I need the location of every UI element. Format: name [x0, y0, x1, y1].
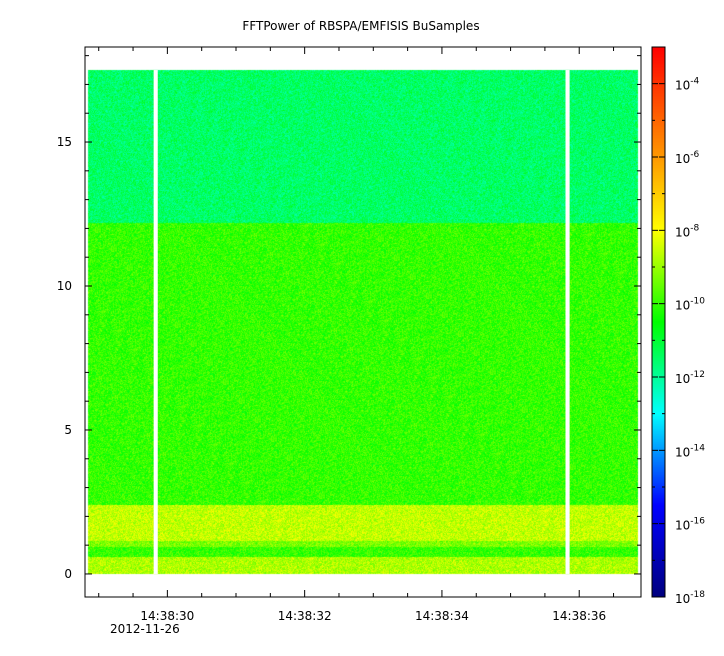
colorbar-tick-label: 10-6 [675, 150, 700, 166]
colorbar-frame [651, 46, 666, 598]
chart-title: FFTPower of RBSPA/EMFISIS BuSamples [242, 19, 479, 33]
colorbar: 10-4 10-6 10-8 10-10 10-12 10-14 10-16 10-18 [651, 46, 705, 606]
colorbar-tick-label: 10-16 [675, 517, 705, 533]
colorbar-ticks: 10-4 10-6 10-8 10-10 10-12 10-14 10-16 10-18 [652, 46, 705, 606]
x-axis: 14:38:30 14:38:32 14:38:34 14:38:36 [98, 47, 615, 623]
colorbar-tick-label: 10-10 [675, 297, 705, 313]
colorbar-tick-label: 10-8 [675, 223, 700, 239]
data-gaps [153, 70, 570, 574]
y-axis: 0 5 10 15 [57, 55, 641, 581]
x-tick-label: 14:38:34 [415, 609, 469, 623]
plot-area [84, 46, 642, 598]
plot-frame [84, 46, 642, 598]
colorbar-tick-label: 10-18 [675, 590, 705, 606]
y-tick-label: 5 [64, 423, 72, 437]
y-tick-label: 10 [57, 279, 72, 293]
x-tick-label: 14:38:30 [140, 609, 194, 623]
colorbar-gradient [652, 47, 665, 597]
x-tick-label: 14:38:32 [278, 609, 332, 623]
colorbar-tick-label: 10-4 [675, 77, 700, 93]
colorbar-tick-label: 10-14 [675, 443, 705, 459]
heatmap-image [85, 47, 641, 597]
colorbar-tick-label: 10-12 [675, 370, 705, 386]
y-tick-label: 0 [64, 567, 72, 581]
data-gap [565, 70, 570, 574]
data-gap [153, 70, 158, 574]
y-tick-label: 15 [57, 135, 72, 149]
x-tick-label: 14:38:36 [552, 609, 606, 623]
x-axis-date-label: 2012-11-26 [110, 622, 180, 636]
